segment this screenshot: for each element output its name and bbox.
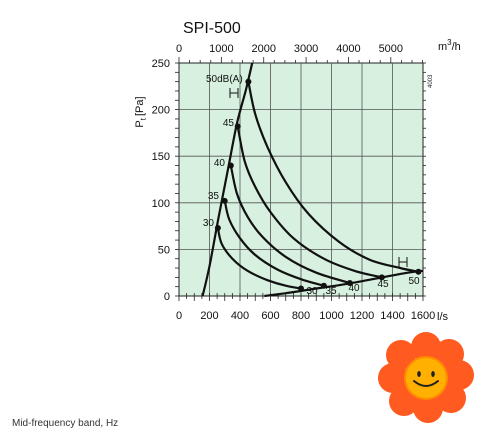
y-tick-label: 50 xyxy=(158,244,170,256)
label-left: 35 xyxy=(208,191,220,202)
top-tick-label: 3000 xyxy=(294,43,318,55)
curve-start-point xyxy=(214,224,221,231)
top-tick-label: 0 xyxy=(176,43,182,55)
x-tick-label: 1200 xyxy=(350,310,374,322)
curve-end-point xyxy=(415,268,422,275)
curve-start-point xyxy=(245,78,252,85)
curve-end-point xyxy=(346,279,353,286)
label-left: 30 xyxy=(203,218,215,229)
y-tick-label: 200 xyxy=(152,105,170,117)
top-tick-label: 2000 xyxy=(251,43,275,55)
noise-curve xyxy=(223,200,325,287)
x-tick-label: 800 xyxy=(292,310,310,322)
y-tick-label: 150 xyxy=(152,151,170,163)
label-bottom: 30 xyxy=(306,286,318,297)
chart-title: SPI-500 xyxy=(183,20,241,37)
curve-start-point xyxy=(234,123,241,130)
label-bottom: 35 xyxy=(325,286,337,297)
curve-end-point xyxy=(378,274,385,281)
top-tick-label: 4000 xyxy=(336,43,360,55)
x-tick-label: 1400 xyxy=(380,310,404,322)
tick-marks xyxy=(175,62,426,301)
noise-curve xyxy=(236,126,383,279)
x-axis-unit-top-base: m xyxy=(438,41,447,53)
x-axis-unit-bottom: l/s xyxy=(437,311,449,323)
curve-start-point xyxy=(227,162,234,169)
grid-lines xyxy=(179,63,423,296)
side-code: 4003 xyxy=(428,74,434,88)
curve-end-point xyxy=(298,285,304,292)
curve-end-point xyxy=(320,282,327,289)
label-bottom: 45 xyxy=(377,279,389,290)
y-axis-label: Pt[Pa] xyxy=(134,96,148,127)
curve-group xyxy=(201,62,424,298)
caption: Mid-frequency band, Hz xyxy=(12,418,119,429)
curve-start-point xyxy=(221,197,228,204)
x-axis-unit-top: m3/h xyxy=(438,38,461,53)
x-tick-label: 400 xyxy=(231,310,249,322)
label-50dba: 50dB(A) xyxy=(206,74,243,85)
x-tick-label: 1600 xyxy=(411,310,435,322)
top-tick-label: 1000 xyxy=(209,43,233,55)
top-axis: 0 1000 2000 3000 4000 5000 xyxy=(176,43,423,63)
noise-curve xyxy=(216,227,302,290)
x-tick-label: 0 xyxy=(176,310,182,322)
y-tick-label: 0 xyxy=(164,291,170,303)
min-curve xyxy=(264,269,424,298)
top-tick-label: 5000 xyxy=(379,43,403,55)
x-axis-unit-top-rest: /h xyxy=(452,41,461,53)
label-bottom: 50 xyxy=(408,276,420,287)
x-tick-label: 600 xyxy=(261,310,279,322)
y-axis-label-unit: [Pa] xyxy=(134,96,146,116)
noise-curve xyxy=(229,165,351,285)
y-tick-label: 100 xyxy=(152,198,170,210)
system-curve xyxy=(201,62,254,297)
label-group: 0 200 400 600 800 1000 1200 1400 1600 0 50 100 150 20… xyxy=(152,58,436,322)
y-tick-label: 250 xyxy=(152,58,170,70)
x-tick-label: 200 xyxy=(200,310,218,322)
noise-curve xyxy=(247,81,419,273)
label-left: 40 xyxy=(214,158,226,169)
label-left: 45 xyxy=(223,118,235,129)
flower-icon xyxy=(378,332,474,423)
x-axis-unit-top-exp: 3 xyxy=(447,38,452,47)
x-tick-label: 1000 xyxy=(319,310,343,322)
label-bottom: 40 xyxy=(348,283,360,294)
y-axis-label-main: P xyxy=(134,120,146,127)
y-axis-label-sub: t xyxy=(139,117,148,120)
